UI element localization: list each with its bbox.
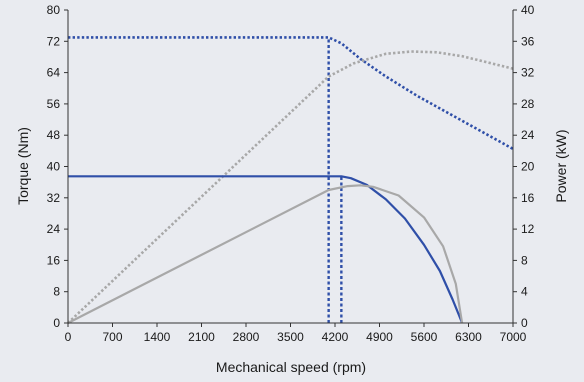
y2-axis-title: Power (kW) — [553, 129, 569, 202]
y2-tick-label: 20 — [521, 160, 535, 174]
y2-tick-label: 32 — [521, 66, 535, 80]
y-tick-label: 24 — [47, 222, 61, 236]
series-power-dotted-2 — [67, 50, 514, 324]
x-tick-label: 4900 — [366, 330, 393, 344]
y-tick-label: 40 — [47, 160, 61, 174]
x-tick-label: 700 — [102, 330, 122, 344]
y2-tick-label: 0 — [521, 316, 528, 330]
x-tick-label: 6300 — [455, 330, 482, 344]
ticks-layer: 0 700 1400 2100 2800 3500 4200 4900 5600 6300 7000… — [47, 3, 535, 344]
y-tick-label: 80 — [47, 3, 61, 17]
y-tick-label: 64 — [47, 66, 61, 80]
x-tick-label: 5600 — [411, 330, 438, 344]
series-layer — [67, 36, 514, 324]
y-tick-label: 48 — [47, 128, 61, 142]
y2-tick-label: 12 — [521, 222, 535, 236]
x-axis-title: Mechanical speed (rpm) — [216, 359, 366, 375]
series-torque-dotted-1 — [68, 36, 514, 151]
x-tick-label: 2800 — [233, 330, 260, 344]
series-power-solid-4 — [67, 184, 464, 324]
y-tick-label: 8 — [53, 285, 60, 299]
y-tick-label: 16 — [47, 253, 61, 267]
y-tick-label: 32 — [47, 191, 61, 205]
y-tick-label: 0 — [53, 316, 60, 330]
series-torque-solid-3 — [68, 175, 464, 324]
y-tick-label: 56 — [47, 97, 61, 111]
x-tick-label: 0 — [65, 330, 72, 344]
x-tick-label: 1400 — [144, 330, 171, 344]
axes-layer — [64, 9, 517, 327]
y2-tick-label: 4 — [521, 285, 528, 299]
x-tick-label: 3500 — [277, 330, 304, 344]
x-tick-label: 4200 — [322, 330, 349, 344]
y-axis-title: Torque (Nm) — [15, 127, 31, 205]
y2-tick-label: 16 — [521, 191, 535, 205]
y2-tick-label: 8 — [521, 253, 528, 267]
x-tick-label: 2100 — [188, 330, 215, 344]
x-tick-label: 7000 — [500, 330, 527, 344]
y2-tick-label: 40 — [521, 3, 535, 17]
y-tick-label: 72 — [47, 34, 61, 48]
y2-tick-label: 36 — [521, 34, 535, 48]
y2-tick-label: 28 — [521, 97, 535, 111]
y2-tick-label: 24 — [521, 128, 535, 142]
